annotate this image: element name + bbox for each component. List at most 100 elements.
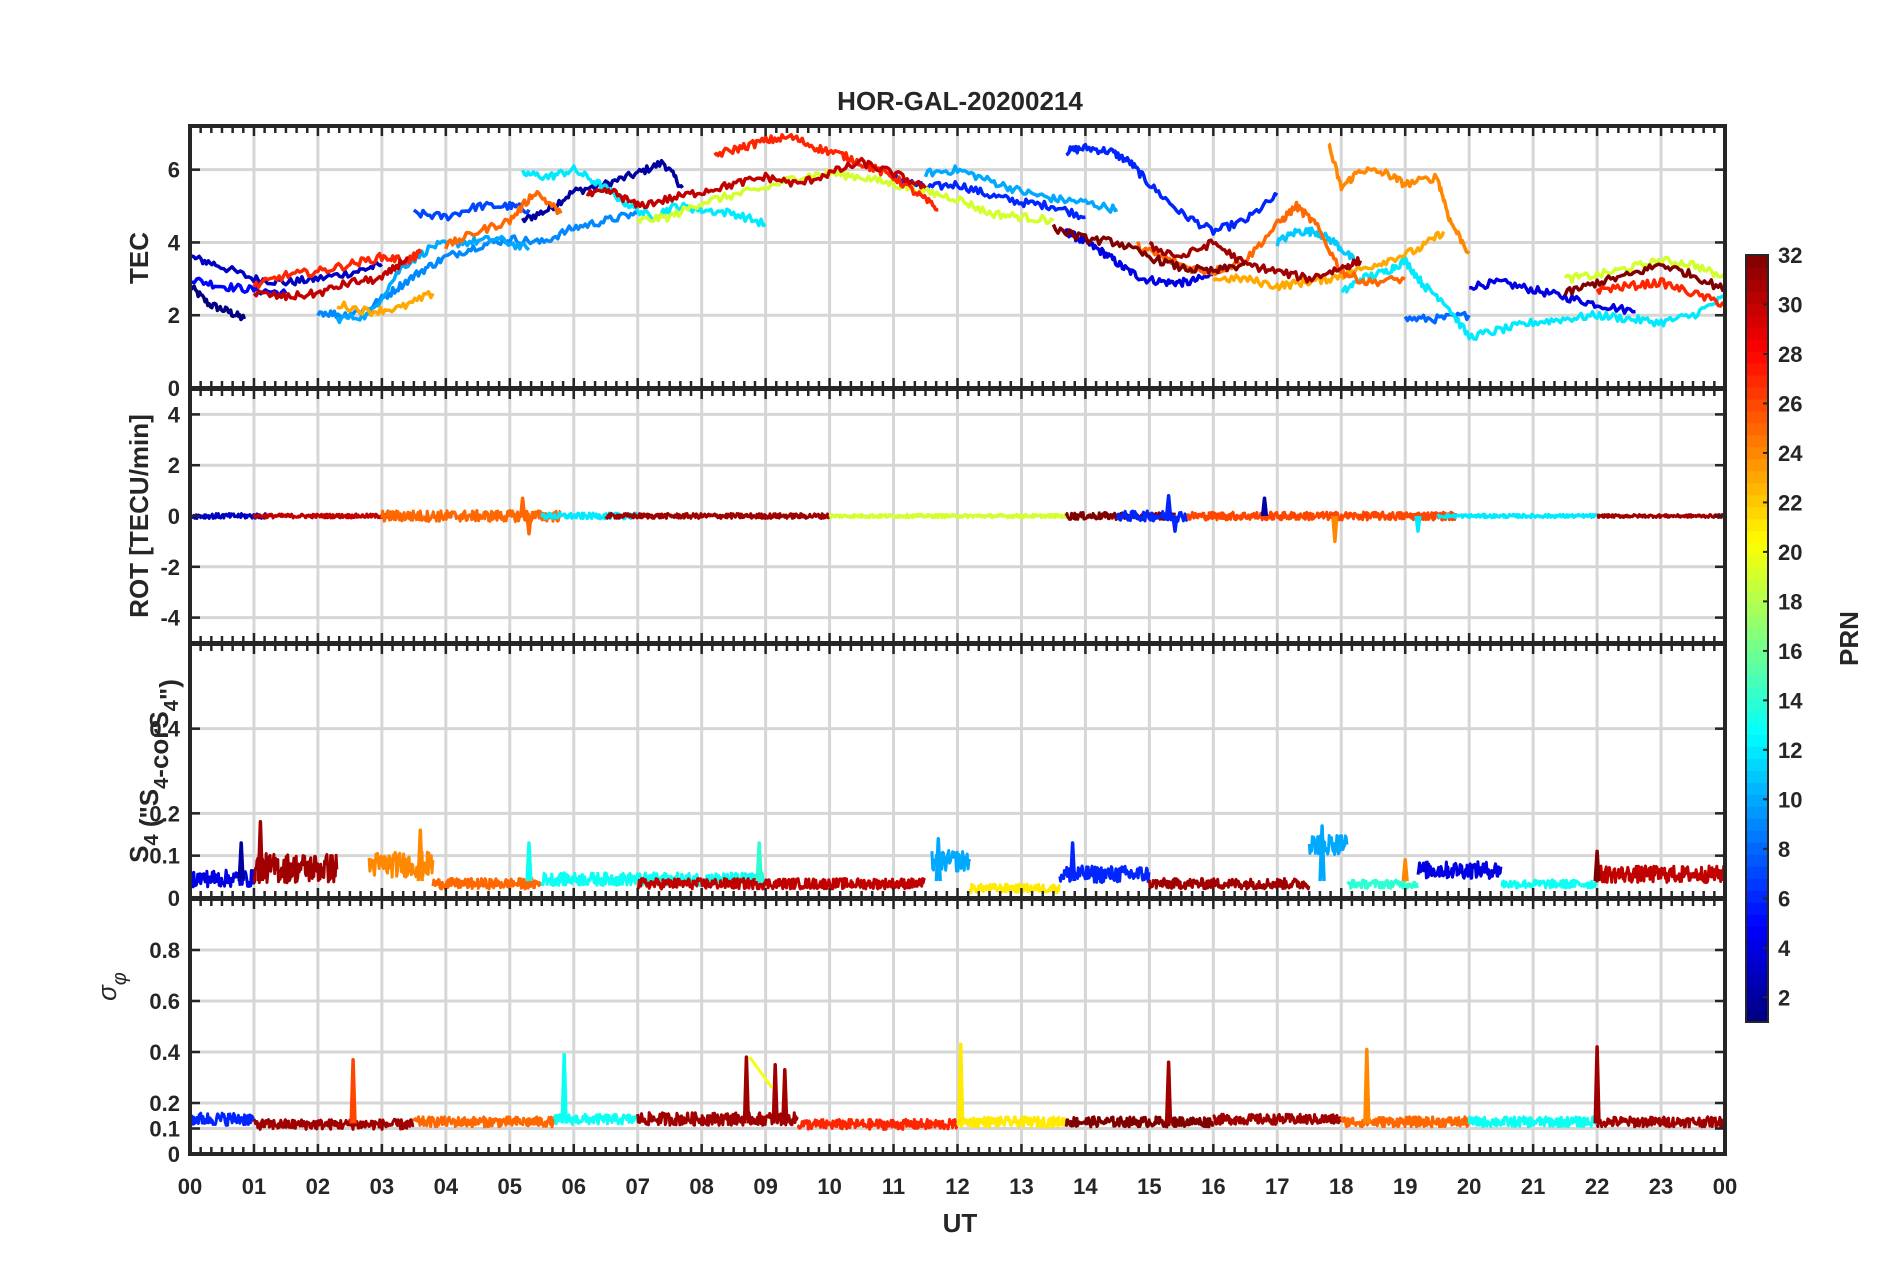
rot-trace-prn-19 bbox=[828, 512, 1068, 520]
sigma_phi-trace-prn-27 bbox=[796, 1117, 959, 1131]
colorbar-band bbox=[1746, 998, 1768, 1011]
rot-spike-prn-25 bbox=[518, 496, 527, 517]
colorbar-band bbox=[1746, 1010, 1768, 1023]
x-axis-label: UT bbox=[943, 1208, 978, 1238]
sigma_phi-spike-prn-31 bbox=[1164, 1060, 1173, 1124]
tec-series-prn-30 bbox=[585, 156, 927, 210]
sigma_phi-trace-prn-31 bbox=[1212, 1112, 1343, 1126]
x-tick-label: 19 bbox=[1393, 1174, 1417, 1199]
tec-series-prn-12 bbox=[1340, 255, 1725, 341]
colorbar-band bbox=[1746, 770, 1768, 783]
colorbar-band bbox=[1746, 638, 1768, 652]
x-tick-label: 17 bbox=[1265, 1174, 1289, 1199]
y-tick-label: 0.1 bbox=[149, 1117, 180, 1142]
tec-series-prn-27 bbox=[1595, 276, 1725, 308]
sigma_phi-trace-prn-31 bbox=[252, 1117, 415, 1131]
tec-series-prn-8 bbox=[1403, 310, 1471, 325]
sigma_phi-trace-prn-31 bbox=[636, 1111, 799, 1127]
x-tick-label: 11 bbox=[882, 1174, 905, 1199]
s4-trace-prn-31 bbox=[252, 852, 339, 885]
x-tick-label: 00 bbox=[178, 1174, 202, 1199]
colorbar-band bbox=[1746, 830, 1768, 843]
colorbar-band bbox=[1746, 806, 1768, 819]
colorbar-band bbox=[1746, 482, 1768, 496]
s4-spike-prn-24 bbox=[416, 828, 424, 882]
colorbar-band bbox=[1746, 974, 1768, 987]
x-tick-label: 08 bbox=[689, 1174, 713, 1199]
colorbar-band bbox=[1746, 446, 1768, 460]
x-tick-label: 14 bbox=[1073, 1174, 1098, 1199]
x-tick-label: 16 bbox=[1201, 1174, 1225, 1199]
tec-series-prn-32 bbox=[1051, 223, 1246, 275]
y-tick-label: 0.1 bbox=[149, 844, 180, 869]
colorbar-band bbox=[1746, 374, 1768, 388]
x-tick-label: 23 bbox=[1649, 1174, 1673, 1199]
colorbar-band bbox=[1746, 854, 1768, 867]
sigma_phi-spike-prn-26 bbox=[349, 1057, 357, 1124]
colorbar-band bbox=[1746, 578, 1768, 592]
panel-rot: -4 -2 0 2 4 ROT [TECU/min] bbox=[124, 387, 1727, 645]
x-tick-label: 07 bbox=[625, 1174, 649, 1199]
sigma_phi-spike-prn-21 bbox=[957, 1042, 965, 1124]
x-tick-label: 00 bbox=[1713, 1174, 1737, 1199]
rot-spike-prn-24 bbox=[1331, 515, 1339, 544]
colorbar-band bbox=[1746, 758, 1768, 771]
colorbar-band bbox=[1746, 494, 1768, 508]
y-tick-label: 2 bbox=[168, 303, 180, 328]
tec-series-prn-19 bbox=[636, 168, 1055, 226]
tec-series-prn-3 bbox=[190, 254, 383, 287]
series-group-sigma_phi bbox=[190, 1042, 1725, 1131]
rot-spike-prn-25 bbox=[525, 515, 533, 536]
x-tick-label: 12 bbox=[945, 1174, 969, 1199]
s4-spike-prn-10 bbox=[934, 836, 942, 882]
colorbar-band bbox=[1746, 422, 1768, 436]
tec-series-prn-25 bbox=[444, 189, 563, 250]
colorbar-band bbox=[1746, 506, 1768, 520]
sigma_phi-spike-prn-13 bbox=[560, 1052, 568, 1124]
colorbar-band bbox=[1746, 470, 1768, 484]
y-tick-label: 2 bbox=[168, 453, 180, 478]
y-axis-label-rot: ROT [TECU/min] bbox=[124, 414, 154, 618]
colorbar-band bbox=[1746, 734, 1768, 747]
rot-trace-prn-12 bbox=[1436, 512, 1598, 520]
sigma_phi-spike-prn-31 bbox=[742, 1055, 751, 1124]
s4-trace-prn-13 bbox=[540, 871, 766, 887]
colorbar-band bbox=[1746, 782, 1768, 795]
x-tick-label: 06 bbox=[562, 1174, 586, 1199]
x-ticks-rot bbox=[188, 389, 1727, 643]
y-tick-label: 0.6 bbox=[149, 989, 180, 1014]
sigma_phi-spike-prn-31 bbox=[781, 1068, 789, 1124]
tec-series-prn-32 bbox=[1563, 262, 1725, 297]
colorbar-tick-label: 18 bbox=[1778, 589, 1802, 614]
x-tick-label: 22 bbox=[1585, 1174, 1609, 1199]
colorbar-band bbox=[1746, 962, 1768, 975]
colorbar-band bbox=[1746, 938, 1768, 951]
colorbar-band bbox=[1746, 914, 1768, 927]
y-tick-label: 0 bbox=[168, 504, 180, 529]
colorbar-band bbox=[1746, 926, 1768, 939]
x-tick-labels: 00 01 02 03 04 05 06 07 08 09 10 11 12 13 14 15 16 17 18 19… bbox=[178, 1174, 1737, 1199]
colorbar-band bbox=[1746, 986, 1768, 999]
tec-series-prn-23 bbox=[336, 290, 435, 318]
x-tick-label: 05 bbox=[498, 1174, 522, 1199]
colorbar-band bbox=[1746, 686, 1768, 700]
rot-trace-prn-26 bbox=[1186, 510, 1458, 522]
y-tick-label: 0.2 bbox=[149, 1091, 180, 1116]
colorbar-band bbox=[1746, 290, 1768, 304]
y-tick-label: -2 bbox=[160, 555, 180, 580]
colorbar-band bbox=[1746, 314, 1768, 328]
colorbar-band bbox=[1746, 902, 1768, 915]
tec-series-prn-1 bbox=[190, 284, 247, 322]
colorbar-tick-label: 8 bbox=[1778, 837, 1790, 862]
colorbar-band bbox=[1746, 255, 1768, 268]
y-axis-label-s4: S4 ("S4-corS4") bbox=[124, 679, 184, 863]
tec-series-prn-4 bbox=[1469, 277, 1636, 315]
rot-trace-prn-31 bbox=[604, 512, 831, 520]
colorbar-band bbox=[1746, 650, 1768, 664]
x-ticks-sigma_phi bbox=[188, 899, 1727, 1154]
tec-series-prn-19 bbox=[1563, 255, 1725, 284]
colorbar-tick-label: 24 bbox=[1778, 441, 1803, 466]
s4-spike-prn-24 bbox=[1401, 858, 1409, 882]
s4-trace-prn-31 bbox=[1147, 877, 1311, 891]
panel-s4: 0 0.1 0.2 0.4S4 ("S4-corS4") bbox=[124, 642, 1727, 911]
